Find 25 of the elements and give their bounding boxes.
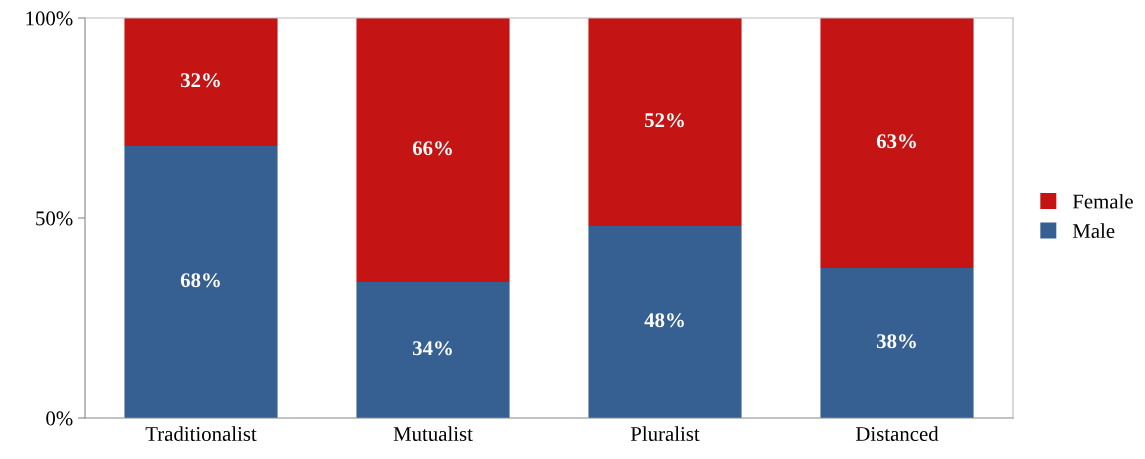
- data-label: 68%: [180, 273, 220, 288]
- data-label: 63%: [876, 134, 916, 149]
- bar: [588, 18, 742, 226]
- data-label: 48%: [644, 313, 684, 328]
- x-tick-label: Traditionalist: [145, 426, 257, 441]
- bar: [356, 18, 510, 282]
- x-tick-label: Mutualist: [393, 426, 473, 441]
- bar: [820, 268, 974, 418]
- data-label: 52%: [645, 113, 684, 128]
- legend-label: Female: [1072, 193, 1133, 209]
- x-tick-label: Pluralist: [630, 426, 700, 441]
- y-tick-label: 0%: [46, 411, 73, 426]
- legend-label: Male: [1072, 223, 1115, 238]
- data-label: 34%: [412, 341, 452, 356]
- data-label: 38%: [876, 334, 916, 349]
- y-tick-label: 50%: [36, 211, 73, 226]
- y-tick-label: 100%: [26, 11, 73, 26]
- bar: [124, 146, 278, 418]
- bar: [124, 18, 278, 146]
- data-label: 32%: [180, 73, 220, 88]
- bar: [820, 18, 974, 268]
- bar: [356, 282, 510, 418]
- bar: [588, 226, 742, 418]
- x-tick-label: Distanced: [855, 426, 939, 441]
- data-label: 66%: [412, 141, 452, 156]
